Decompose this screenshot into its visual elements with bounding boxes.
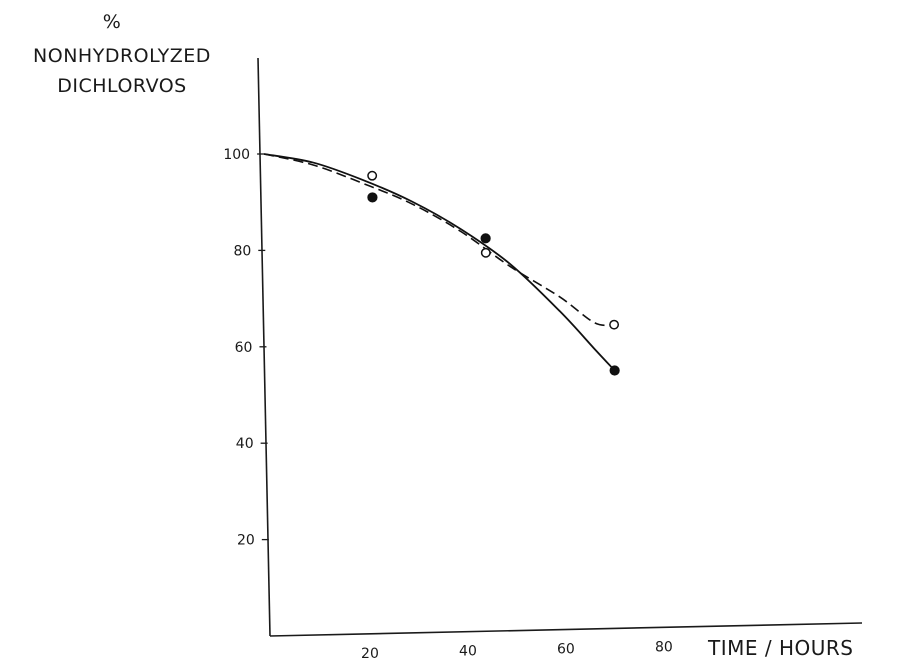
- y-axis-unit: %: [103, 11, 122, 33]
- x-axis: [269, 622, 863, 637]
- data-point-open: [480, 247, 491, 258]
- series-line-solid: [263, 153, 616, 372]
- y-tick-label: 20: [237, 533, 255, 549]
- data-point-filled: [367, 192, 378, 203]
- data-point-filled: [480, 233, 491, 244]
- x-tick-label: 40: [459, 644, 477, 660]
- y-tick-label: 40: [236, 436, 254, 452]
- ticks: 20 40 60 80 100 20 40 60 80: [223, 147, 672, 662]
- y-tick-label: 60: [235, 340, 253, 356]
- axes: [257, 57, 863, 637]
- series-group: [263, 153, 620, 376]
- x-tick-label: 60: [557, 642, 575, 658]
- x-tick-label: 20: [361, 646, 379, 662]
- x-tick-label: 80: [655, 639, 673, 655]
- data-point-open: [367, 170, 378, 181]
- data-point-filled: [609, 365, 620, 376]
- y-axis-label-line-1: NONHYDROLYZED: [33, 45, 211, 67]
- data-point-open: [609, 319, 620, 330]
- y-axis-label-line-2: DICHLORVOS: [57, 75, 187, 97]
- y-tick-label: 80: [233, 243, 251, 259]
- y-tick-label: 100: [223, 147, 250, 163]
- x-axis-label: TIME / HOURS: [707, 636, 853, 660]
- series-line-dashed: [263, 153, 615, 327]
